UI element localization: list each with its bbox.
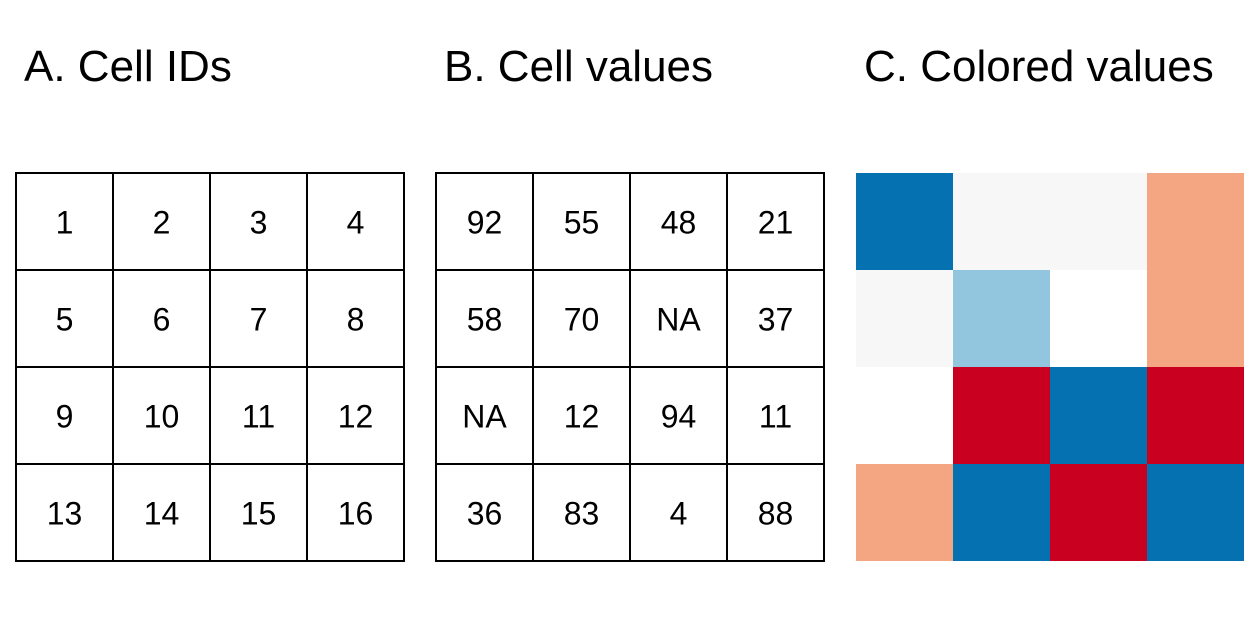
panel-b-cell-values-grid: 92 55 48 21 58 70 NA 37 NA 12 94 11 36 83 4 88 — [435, 172, 825, 562]
grid-cell-4-3 — [629, 463, 728, 562]
cell-label-1-3: 48 — [661, 205, 697, 241]
grid-cell-1-3 — [629, 172, 728, 271]
colored-cell-1-4 — [1147, 173, 1244, 270]
colored-cell-4-3 — [1050, 464, 1147, 561]
colored-cell-3-2 — [953, 367, 1050, 464]
grid-cell-4-2 — [112, 463, 211, 562]
grid-cell-1-3 — [209, 172, 308, 271]
grid-cell-2-2 — [532, 269, 631, 368]
cell-label-4-3: 15 — [241, 496, 277, 532]
grid-cell-3-4 — [306, 366, 405, 465]
colored-cell-1-2 — [953, 173, 1050, 270]
grid-cell-1-1 — [435, 172, 534, 271]
cell-label-3-3: 11 — [242, 399, 275, 435]
colored-cell-1-1 — [856, 173, 953, 270]
cell-label-3-4: 12 — [338, 399, 374, 435]
cell-label-4-2: 14 — [144, 496, 180, 532]
cell-label-1-4: 21 — [758, 205, 794, 241]
cell-label-1-4: 4 — [347, 205, 365, 241]
colored-cell-2-4 — [1147, 270, 1244, 367]
cell-label-1-3: 3 — [250, 205, 268, 241]
grid-cell-2-1 — [435, 269, 534, 368]
colored-cell-3-3 — [1050, 367, 1147, 464]
grid-cell-4-1 — [435, 463, 534, 562]
cell-label-2-1: 5 — [56, 302, 74, 338]
grid-cell-2-4 — [726, 269, 825, 368]
panel-c-title: C. Colored values — [864, 42, 1214, 91]
cell-label-4-4: 88 — [758, 496, 794, 532]
cell-label-2-1: 58 — [467, 302, 503, 338]
panel-a-title: A. Cell IDs — [24, 42, 232, 91]
cell-label-3-2: 12 — [564, 399, 600, 435]
grid-cell-1-2 — [532, 172, 631, 271]
cell-label-2-4: 37 — [758, 302, 794, 338]
cell-label-2-2: 6 — [153, 302, 171, 338]
colored-cell-3-4 — [1147, 367, 1244, 464]
cell-label-1-2: 55 — [564, 205, 600, 241]
grid-cell-4-4 — [306, 463, 405, 562]
cell-label-3-2: 10 — [144, 399, 180, 435]
colored-cell-4-1 — [856, 464, 953, 561]
panel-c-colored-values-grid — [856, 173, 1244, 561]
colored-cell-2-3 — [1050, 270, 1147, 367]
grid-cell-4-4 — [726, 463, 825, 562]
colored-cell-1-3 — [1050, 173, 1147, 270]
cell-label-3-1: 9 — [56, 399, 74, 435]
grid-cell-3-4 — [726, 366, 825, 465]
cell-label-4-1: 36 — [467, 496, 503, 532]
grid-cell-3-2 — [112, 366, 211, 465]
cell-label-1-2: 2 — [153, 205, 171, 241]
grid-cell-3-1 — [15, 366, 114, 465]
grid-cell-3-1 — [435, 366, 534, 465]
grid-cell-2-3 — [629, 269, 728, 368]
grid-cell-1-2 — [112, 172, 211, 271]
grid-cell-4-2 — [532, 463, 631, 562]
grid-cell-4-3 — [209, 463, 308, 562]
cell-label-1-1: 92 — [467, 205, 503, 241]
cell-label-2-4: 8 — [347, 302, 365, 338]
cell-label-4-1: 13 — [47, 496, 83, 532]
cell-label-4-2: 83 — [564, 496, 600, 532]
cell-label-2-3: 7 — [250, 302, 268, 338]
colored-cell-2-1 — [856, 270, 953, 367]
cell-label-3-4: 11 — [759, 399, 792, 435]
grid-cell-4-1 — [15, 463, 114, 562]
grid-cell-1-1 — [15, 172, 114, 271]
colored-cell-4-2 — [953, 464, 1050, 561]
panel-b-title: B. Cell values — [444, 42, 713, 91]
cell-label-2-2: 70 — [564, 302, 600, 338]
grid-cell-3-2 — [532, 366, 631, 465]
cell-label-3-3: 94 — [661, 399, 697, 435]
cell-label-3-1: NA — [462, 399, 507, 435]
colored-cell-3-1 — [856, 367, 953, 464]
cell-label-1-1: 1 — [56, 205, 74, 241]
colored-cell-2-2 — [953, 270, 1050, 367]
cell-label-4-4: 16 — [338, 496, 374, 532]
cell-label-4-3: 4 — [670, 496, 688, 532]
colored-cell-4-4 — [1147, 464, 1244, 561]
cell-label-2-3: NA — [656, 302, 701, 338]
grid-cell-2-4 — [306, 269, 405, 368]
grid-cell-1-4 — [726, 172, 825, 271]
